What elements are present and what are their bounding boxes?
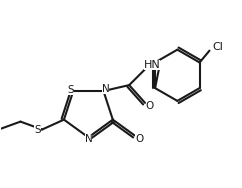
Text: N: N [84,134,92,144]
Text: HN: HN [144,60,160,70]
Text: N: N [102,84,109,94]
Text: O: O [146,101,154,111]
Text: S: S [67,85,74,95]
Text: Cl: Cl [212,42,223,52]
Text: O: O [135,134,144,144]
Text: S: S [34,125,41,136]
